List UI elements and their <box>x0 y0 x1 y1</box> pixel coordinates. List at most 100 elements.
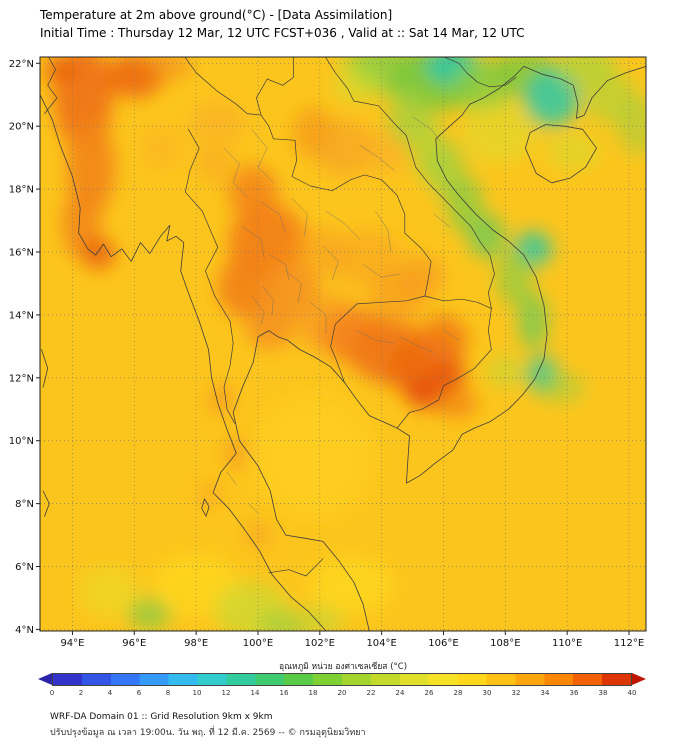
temperature-blob <box>329 229 404 287</box>
lat-tick-label: 18°N <box>9 185 34 196</box>
country-border <box>268 558 324 577</box>
lat-tick-label: 10°N <box>9 436 34 447</box>
colorbar-gradient <box>52 673 632 686</box>
lon-tick-label: 112°E <box>614 638 644 649</box>
country-border <box>44 57 58 114</box>
colorbar-right-arrow <box>632 673 646 685</box>
temperature-blob <box>523 69 580 127</box>
coastline <box>42 490 50 517</box>
province-border <box>359 144 395 171</box>
coastline <box>523 66 646 119</box>
colorbar-tick-label: 40 <box>627 689 637 697</box>
temperature-blob <box>486 355 524 388</box>
temperature-blob <box>128 598 172 630</box>
province-border <box>262 286 274 316</box>
temperature-blob <box>332 69 382 102</box>
lat-tick-label: 8°N <box>15 499 34 510</box>
colorbar-tick-label: 38 <box>598 689 608 697</box>
province-border <box>248 503 259 514</box>
temperature-blob <box>428 357 466 393</box>
map-borders <box>40 57 646 631</box>
colorbar-left-arrow <box>38 673 52 685</box>
country-border <box>424 295 492 309</box>
colorbar-tick-label: 22 <box>366 689 376 697</box>
temperature-blob <box>81 237 116 270</box>
colorbar-tick-label: 30 <box>482 689 492 697</box>
colorbar-tick-label: 24 <box>395 689 405 697</box>
temperature-blob <box>313 119 376 177</box>
temperature-blob <box>244 520 272 550</box>
temperature-blob <box>43 57 78 84</box>
province-border <box>291 198 308 237</box>
lon-tick-label: 96°E <box>122 638 146 649</box>
temperature-blob <box>462 101 537 164</box>
country-border <box>330 295 426 383</box>
temperature-map: 94°E 96°E 98°E 100°E 102°E 104°E 106°E 108°E 110… <box>9 56 647 649</box>
province-border <box>285 270 302 303</box>
colorbar-tick-label: 34 <box>540 689 550 697</box>
temperature-blob <box>616 97 646 155</box>
lat-tick-label: 12°N <box>9 373 34 384</box>
colorbar-tick-label: 0 <box>49 689 55 697</box>
lon-tick-label: 106°E <box>428 638 458 649</box>
temperature-blob <box>258 261 320 319</box>
temperature-field <box>40 57 646 631</box>
map-group <box>43 57 646 631</box>
colorbar-tick-label: 4 <box>107 689 113 697</box>
colorbar-ticks: 0 2 4 6 8 10 12 14 16 18 20 22 24 26 28 30 32 34 36 38 40 <box>49 689 637 699</box>
temperature-blob <box>418 314 469 366</box>
colorbar-tick-label: 16 <box>279 689 289 697</box>
coastline <box>201 498 210 517</box>
colorbar-tick-label: 8 <box>165 689 171 697</box>
country-border <box>443 57 517 88</box>
temperature-blob <box>251 393 376 520</box>
lon-tick-label: 102°E <box>305 638 335 649</box>
province-border <box>375 210 392 253</box>
country-border <box>324 57 495 309</box>
temperature-blob <box>517 292 549 350</box>
header: Temperature at 2m above ground(°C) - [Da… <box>40 6 525 42</box>
lat-tick-label: 20°N <box>9 122 34 133</box>
lon-tick-label: 104°E <box>366 638 396 649</box>
colorbar-tick-label: 36 <box>569 689 579 697</box>
temperature-blob <box>190 101 246 145</box>
lat-tick-label: 4°N <box>15 625 34 636</box>
lat-tick-label: 16°N <box>9 248 34 259</box>
temperature-blob <box>78 566 141 617</box>
province-border <box>325 210 361 240</box>
country-border <box>396 308 492 429</box>
colorbar-tick-label: 18 <box>308 689 318 697</box>
lon-tick-label: 94°E <box>60 638 84 649</box>
colorbar-tick-label: 28 <box>453 689 463 697</box>
country-border <box>256 57 294 116</box>
country-border <box>260 114 432 297</box>
footer: WRF-DA Domain 01 :: Grid Resolution 9km … <box>50 709 366 741</box>
province-border <box>270 254 290 281</box>
temperature-blob <box>199 481 221 507</box>
country-border <box>184 57 262 116</box>
province-border <box>310 302 327 335</box>
province-border <box>443 330 460 341</box>
colorbar-tick-label: 10 <box>192 689 202 697</box>
province-border <box>223 147 249 199</box>
colorbar-tick-label: 26 <box>424 689 434 697</box>
footer-update-info: ปรับปรุงข้อมูล ณ เวลา 19:00น. วัน พฤ. ที… <box>50 728 366 739</box>
province-border <box>362 264 401 278</box>
country-border <box>184 128 236 424</box>
coastline <box>232 66 548 631</box>
temperature-blob <box>245 305 295 350</box>
temperature-blob <box>400 255 444 300</box>
colorbar-tick-label: 6 <box>136 689 142 697</box>
province-border <box>356 330 395 344</box>
map-subtitle: Initial Time : Thursday 12 Mar, 12 UTC F… <box>40 26 525 40</box>
colorbar-label: อุณหภูมิ หน่วย องศาเซลเซียส (°C) <box>278 662 408 672</box>
colorbar-tick-label: 32 <box>511 689 521 697</box>
colorbar-tick-label: 12 <box>221 689 231 697</box>
lon-tick-label: 98°E <box>184 638 208 649</box>
lat-tick-label: 22°N <box>9 59 34 70</box>
lon-tick-label: 110°E <box>552 638 582 649</box>
province-border <box>433 214 450 228</box>
lon-tick-label: 108°E <box>490 638 520 649</box>
province-border <box>226 471 237 485</box>
